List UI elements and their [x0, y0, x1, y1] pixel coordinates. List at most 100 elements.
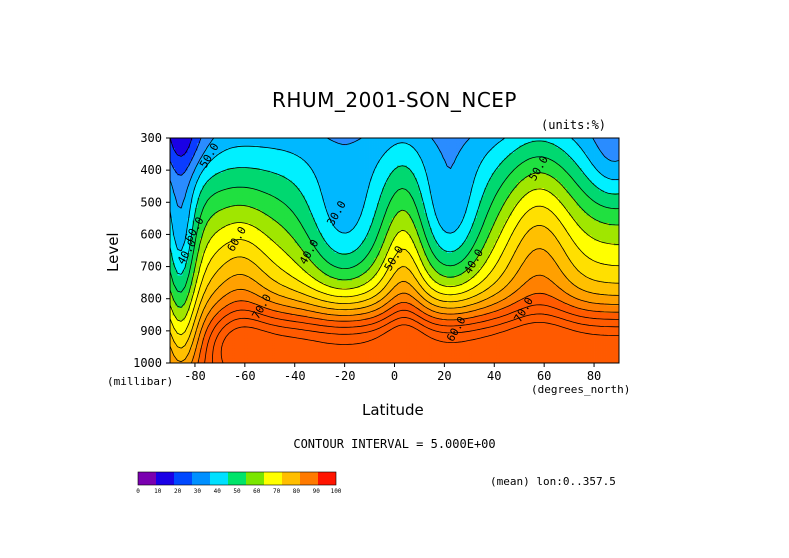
contour-cell [214, 190, 218, 194]
contour-cell [242, 275, 246, 279]
contour-cell [214, 140, 218, 144]
contour-cell [222, 155, 226, 159]
contour-cell [187, 240, 191, 244]
contour-cell [257, 270, 261, 274]
contour-cell [277, 350, 281, 354]
contour-cell [202, 358, 206, 361]
contour-cell [262, 278, 266, 281]
contour-cell [297, 150, 301, 154]
contour-cell [262, 183, 266, 186]
contour-cell [172, 280, 176, 284]
contour-cell [252, 258, 256, 261]
contour-cell [304, 190, 308, 194]
contour-cell [207, 310, 211, 314]
contour-cell [284, 240, 288, 244]
contour-cell [204, 340, 208, 344]
contour-cell [304, 280, 308, 284]
contour-cell [199, 295, 203, 299]
contour-cell [194, 225, 198, 229]
contour-cell [192, 208, 196, 211]
contour-cell [184, 358, 188, 361]
contour-cell [304, 288, 308, 291]
contour-cell [244, 330, 248, 334]
contour-cell [219, 215, 223, 219]
contour-cell [224, 145, 228, 149]
contour-cell [284, 278, 288, 281]
contour-cell [252, 230, 256, 234]
contour-cell [264, 160, 268, 164]
contour-cell [214, 238, 218, 241]
contour-cell [197, 218, 201, 221]
contour-cell [252, 160, 256, 164]
contour-cell [187, 288, 191, 291]
contour-cell [297, 350, 301, 354]
contour-cell [257, 353, 261, 356]
contour-cell [262, 178, 266, 181]
contour-cell [204, 230, 208, 234]
contour-cell [259, 183, 263, 186]
contour-cell [194, 185, 198, 189]
contour-cell [304, 175, 308, 179]
contour-cell [302, 355, 306, 359]
contour-cell [209, 350, 213, 354]
contour-cell [249, 340, 253, 344]
contour-cell [217, 290, 221, 294]
contour-cell [287, 155, 291, 159]
contour-cell [264, 143, 268, 146]
contour-cell [184, 278, 188, 281]
contour-cell [170, 195, 173, 199]
contour-cell [224, 353, 228, 356]
contour-cell [289, 183, 293, 186]
contour-cell [284, 308, 288, 311]
contour-cell [284, 263, 288, 266]
contour-cell [219, 175, 223, 179]
contour-cell [184, 210, 188, 214]
contour-cell [292, 193, 296, 196]
contour-cell [202, 305, 206, 309]
contour-cell [209, 250, 213, 254]
contour-cell [304, 290, 308, 294]
contour-cell [172, 285, 176, 289]
contour-cell [264, 290, 268, 294]
contour-cell [234, 295, 238, 299]
contour-cell [244, 323, 248, 326]
contour-cell [274, 205, 278, 209]
contour-cell [244, 170, 248, 174]
contour-cell [249, 335, 253, 339]
contour-cell [214, 160, 218, 164]
contour-cell [187, 285, 191, 289]
contour-cell [239, 285, 243, 289]
contour-cell [179, 295, 183, 299]
contour-cell [224, 213, 228, 216]
contour-cell [197, 308, 201, 311]
contour-cell [214, 355, 218, 359]
contour-cell [209, 300, 213, 304]
contour-cell [287, 275, 291, 279]
contour-cell [234, 340, 238, 344]
contour-cell [287, 175, 291, 179]
contour-cell [289, 160, 293, 164]
contour-cell [277, 330, 281, 334]
contour-cell [292, 158, 296, 161]
contour-cell [197, 180, 201, 184]
contour-cell [242, 180, 246, 184]
contour-cell [170, 168, 173, 171]
contour-cell [189, 333, 193, 336]
contour-cell [204, 140, 208, 144]
contour-cell [217, 178, 221, 181]
contour-cell [204, 205, 208, 209]
contour-cell [194, 305, 198, 309]
contour-cell [264, 180, 268, 184]
contour-cell [249, 298, 253, 301]
contour-cell [284, 345, 288, 349]
contour-cell [177, 323, 181, 326]
contour-cell [184, 140, 188, 144]
contour-cell [189, 320, 193, 324]
contour-cell [204, 160, 208, 164]
contour-cell [289, 240, 293, 244]
contour-cell [284, 328, 288, 331]
contour-cell [277, 203, 281, 206]
contour-cell [282, 240, 286, 244]
contour-cell [252, 275, 256, 279]
contour-cell [247, 168, 251, 171]
